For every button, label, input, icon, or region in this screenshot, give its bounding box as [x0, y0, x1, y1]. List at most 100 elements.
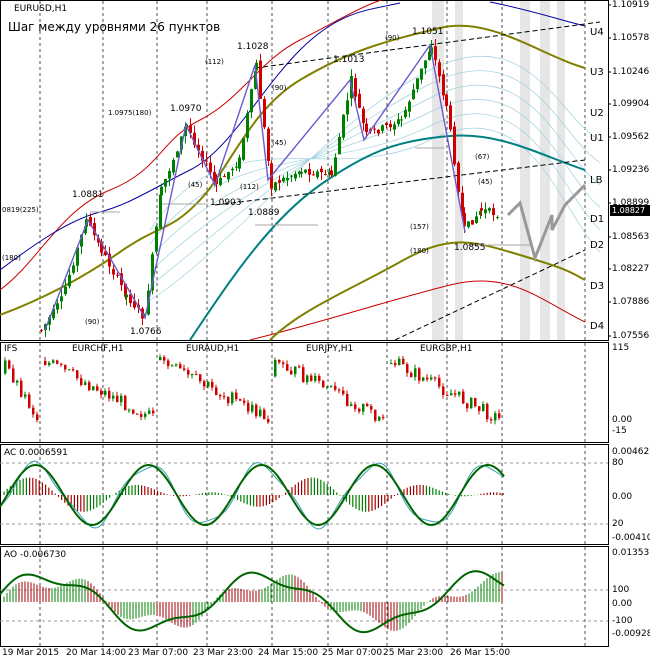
ifs-candle-body — [438, 377, 441, 387]
candle-body — [373, 128, 376, 130]
ifs-candle-body — [466, 403, 469, 409]
ao-panel-label: AO -0.006730 — [4, 550, 67, 560]
candle-body — [286, 177, 289, 181]
candle-body — [193, 132, 196, 145]
price-tick-label: 1.10578 — [612, 33, 650, 43]
candle-body — [471, 220, 474, 225]
ifs-candle-body — [191, 374, 194, 376]
ifs-candle-body — [207, 381, 210, 387]
ifs-candle-body — [56, 360, 59, 364]
candle-body — [231, 168, 234, 171]
ifs-candle-body — [410, 372, 413, 378]
candle-body — [434, 46, 437, 61]
candle-body — [328, 171, 331, 175]
ifs-candle-body — [92, 386, 95, 391]
ifs-candle-body — [72, 369, 75, 371]
level-label-lb: LB — [590, 175, 603, 186]
ifs-candle-body — [318, 375, 321, 381]
ifs-candle-body — [136, 413, 139, 415]
shaded-band — [432, 1, 444, 340]
candle-body — [40, 329, 43, 331]
candle-body — [267, 128, 270, 161]
candle-body — [56, 303, 59, 310]
ifs-candle-body — [100, 390, 103, 395]
pair-label: EURAUD,H1 — [186, 344, 240, 354]
candle-body — [97, 238, 100, 243]
ifs-candle-body — [454, 393, 457, 395]
price-tick-label: 1.09904 — [612, 99, 650, 109]
ifs-candle-body — [302, 367, 305, 383]
ao-axis-label: 100 — [612, 585, 630, 595]
ifs-candle-body — [290, 370, 293, 375]
ifs-candle-body — [163, 356, 166, 361]
ifs-candle-body — [282, 362, 285, 365]
pair-label: EURGBP,H1 — [420, 344, 473, 354]
ifs-candle-body — [430, 377, 433, 380]
candle-body — [428, 51, 431, 60]
candle-body — [219, 177, 222, 185]
price-tick-label: 1.08563 — [612, 232, 650, 242]
candle-body — [453, 126, 456, 165]
candle-body — [108, 253, 111, 267]
ifs-candle-body — [414, 368, 417, 378]
ifs-candle-body — [171, 365, 174, 367]
candle-body — [479, 210, 482, 215]
ac-axis-label: -0.004107 — [612, 533, 650, 543]
ifs-candle-body — [144, 413, 147, 417]
ifs-panel-frame — [0, 342, 609, 443]
ifs-candle-body — [96, 386, 99, 391]
ifs-candle-body — [255, 404, 258, 417]
ifs-axis-label: -15 — [612, 426, 627, 436]
ao-axis-label: -100 — [612, 616, 633, 626]
candle-body — [89, 217, 92, 226]
candle-body — [201, 150, 204, 161]
candle-body — [342, 114, 345, 138]
candle-body — [235, 166, 238, 168]
price-tick-label: 1.10919 — [612, 0, 650, 10]
shaded-band — [520, 1, 530, 340]
time-axis-label: 25 Mar 23:00 — [383, 648, 444, 658]
ifs-candle-body — [175, 364, 178, 366]
swing-label: 1.1051 — [412, 27, 444, 37]
level-label-u4: U4 — [590, 27, 604, 38]
ao-axis-label: 0.00 — [612, 599, 633, 609]
ifs-candle-body — [199, 374, 202, 382]
candle-body — [155, 226, 158, 252]
ifs-candle-body — [247, 402, 250, 412]
candle-body — [116, 274, 119, 276]
ifs-candle-body — [470, 397, 473, 409]
candle-body — [362, 108, 365, 123]
candle-body — [189, 125, 192, 133]
ac-axis-label: 80 — [612, 458, 624, 468]
level-label-d2: D2 — [590, 240, 605, 251]
ifs-candle-body — [398, 358, 401, 366]
shaded-band — [557, 1, 565, 340]
price-tick-label: 1.09562 — [612, 132, 650, 142]
candle-body — [160, 186, 163, 196]
candle-body — [304, 169, 307, 173]
ifs-candle-body — [374, 409, 377, 421]
price-tick-label: 1.08899 — [612, 198, 650, 208]
ifs-candle-body — [132, 409, 135, 414]
level-label-d3: D3 — [590, 281, 605, 292]
ifs-candle-body — [20, 380, 23, 397]
candle-body — [300, 171, 303, 174]
candle-body — [467, 221, 470, 228]
level-label-u3: U3 — [590, 67, 604, 78]
ifs-candle-body — [267, 419, 270, 423]
ifs-candle-body — [326, 386, 329, 388]
swing-label: 1.0766 — [130, 327, 162, 337]
time-axis-label: 24 Mar 15:00 — [258, 648, 319, 658]
swing-label: 1.0975(180) — [108, 109, 152, 117]
candle-body — [76, 247, 79, 266]
ifs-candle-body — [80, 378, 83, 385]
candle-body — [48, 317, 51, 325]
ifs-candle-body — [482, 404, 485, 411]
ifs-candle-body — [486, 404, 489, 420]
ifs-candle-body — [76, 370, 79, 379]
ifs-candle-body — [128, 409, 131, 411]
pair-label: EURCHF,H1 — [72, 344, 124, 354]
candle-body — [308, 169, 311, 175]
